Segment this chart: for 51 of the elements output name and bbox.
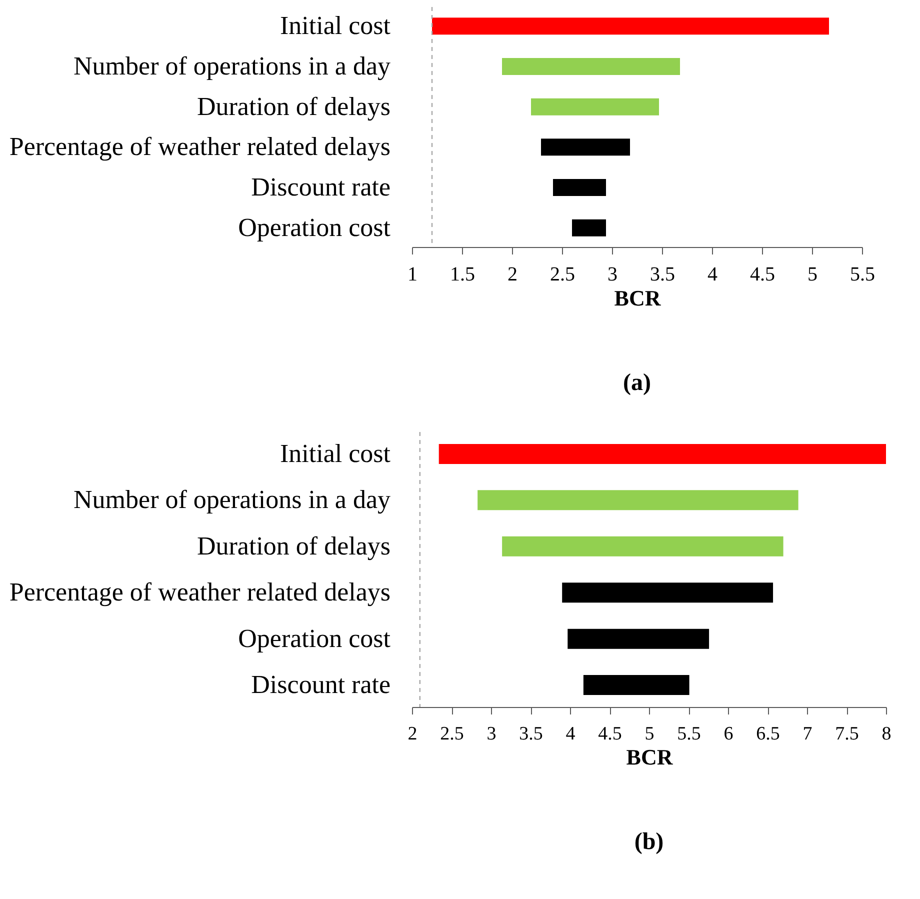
bar <box>502 536 784 556</box>
x-tick-label: 5.5 <box>850 264 875 286</box>
bar <box>502 58 680 75</box>
bar <box>478 490 798 510</box>
y-tick-label: Duration of delays <box>196 92 390 121</box>
x-tick-label: 2 <box>408 724 418 744</box>
bar <box>531 98 659 116</box>
x-tick-label: 1 <box>408 264 418 286</box>
x-tick-label: 2.5 <box>440 724 464 744</box>
x-tick-label: 3 <box>486 724 496 744</box>
y-tick-label: Initial cost <box>280 11 392 40</box>
bar <box>541 138 630 156</box>
bar <box>583 675 690 696</box>
x-tick-label: 1.5 <box>450 264 475 286</box>
y-tick-label: Percentage of weather related delays <box>9 132 390 162</box>
bar <box>438 444 886 464</box>
y-tick-label: Discount rate <box>251 670 390 700</box>
x-tick-label: 4.5 <box>750 264 775 286</box>
x-tick-label: 3 <box>608 264 618 286</box>
x-tick-label: 7.5 <box>835 724 859 744</box>
text: (b) <box>634 829 664 855</box>
x-tick-label: 3.5 <box>519 724 543 744</box>
bar <box>562 582 774 603</box>
y-tick-label: Operation cost <box>238 212 392 242</box>
bar <box>432 18 829 35</box>
y-tick-label: Discount rate <box>251 172 390 202</box>
x-tick-label: 2 <box>508 264 518 286</box>
bar <box>553 179 606 196</box>
bar <box>572 219 606 236</box>
x-axis-title: BCR <box>614 286 662 310</box>
x-tick-label: 4 <box>708 264 718 286</box>
text: (a) <box>623 370 651 396</box>
y-tick-label: Operation cost <box>238 624 392 653</box>
x-tick-label: 5 <box>808 264 818 286</box>
x-tick-label: 2.5 <box>550 264 575 286</box>
x-tick-label: 8 <box>882 724 892 744</box>
y-tick-label: Percentage of weather related delays <box>9 578 390 607</box>
x-axis-title: BCR <box>626 744 674 770</box>
x-tick-label: 4 <box>566 724 576 744</box>
y-tick-label: Initial cost <box>280 438 392 468</box>
x-tick-label: 3.5 <box>650 264 675 286</box>
y-tick-label: Number of operations in a day <box>74 51 390 80</box>
y-tick-label: Duration of delays <box>196 531 390 560</box>
x-tick-label: 5.5 <box>677 724 701 744</box>
x-tick-label: 7 <box>802 724 812 744</box>
x-tick-label: 6 <box>724 724 734 744</box>
bar <box>568 628 710 649</box>
x-tick-label: 4.5 <box>598 724 622 744</box>
x-tick-label: 6.5 <box>756 724 780 744</box>
x-tick-label: 5 <box>644 724 654 744</box>
y-tick-label: Number of operations in a day <box>74 485 390 514</box>
